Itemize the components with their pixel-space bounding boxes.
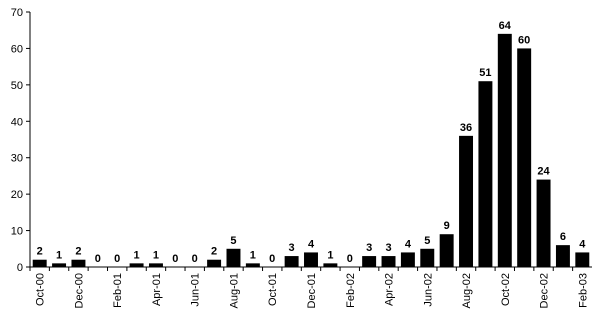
bar [497,33,512,267]
bar [362,256,377,267]
value-label: 5 [230,235,236,247]
value-label: 36 [460,122,472,134]
x-tick-label: Oct-02 [500,273,512,306]
x-tick-label: Feb-01 [112,273,124,308]
value-label: 9 [444,220,450,232]
value-label: 3 [289,242,295,254]
y-tick-label: 30 [11,153,23,165]
value-label: 0 [95,253,101,265]
value-label: 60 [518,34,530,46]
bar [478,81,493,267]
bar [555,245,570,267]
value-label: 1 [56,249,62,261]
x-tick-label: Apr-01 [151,273,163,306]
bar [323,263,338,267]
value-label: 0 [114,253,120,265]
value-label: 64 [499,20,512,32]
x-tick-label: Feb-03 [577,273,589,308]
bar [575,252,590,267]
bar [381,256,396,267]
y-tick-label: 20 [11,189,23,201]
x-tick-label: Dec-00 [73,273,85,308]
bar [420,248,435,267]
x-tick-label: Aug-02 [461,273,473,308]
x-tick-label: Dec-01 [306,273,318,308]
value-label: 4 [579,238,586,250]
x-tick-label: Jun-01 [190,273,202,307]
value-label: 2 [37,246,43,258]
value-label: 0 [269,253,275,265]
bar [536,179,551,267]
bar [71,259,86,267]
value-label: 1 [327,249,333,261]
y-tick-label: 50 [11,80,23,92]
value-label: 51 [479,67,491,79]
bar [32,259,47,267]
value-label: 24 [537,166,550,178]
y-tick-label: 40 [11,116,23,128]
x-tick-label: Aug-01 [228,273,240,308]
bar [459,135,474,267]
x-tick-label: Feb-02 [345,273,357,308]
x-tick-label: Apr-02 [384,273,396,306]
value-label: 4 [405,238,412,250]
value-label: 2 [211,246,217,258]
bar [284,256,299,267]
value-label: 2 [75,246,81,258]
value-label: 0 [347,253,353,265]
bar [52,263,67,267]
y-tick-label: 10 [11,226,23,238]
bar [226,248,241,267]
bar [400,252,415,267]
bar [207,259,222,267]
x-tick-label: Oct-01 [267,273,279,306]
bar [245,263,260,267]
bar [129,263,144,267]
value-label: 3 [385,242,391,254]
value-label: 1 [250,249,256,261]
bar [439,234,454,267]
y-tick-label: 60 [11,43,23,55]
bar [517,48,532,267]
bar [304,252,318,267]
value-label: 0 [172,253,178,265]
value-label: 5 [424,235,430,247]
value-label: 6 [560,231,566,243]
x-tick-label: Dec-02 [539,273,551,308]
value-label: 1 [134,249,140,261]
bar [148,263,163,267]
value-label: 3 [366,242,372,254]
value-label: 0 [192,253,198,265]
value-label: 4 [308,238,315,250]
value-label: 1 [153,249,159,261]
y-tick-label: 70 [11,7,23,19]
x-tick-label: Jun-02 [422,273,434,307]
y-tick-label: 0 [17,262,23,274]
x-tick-label: Oct-00 [35,273,47,306]
